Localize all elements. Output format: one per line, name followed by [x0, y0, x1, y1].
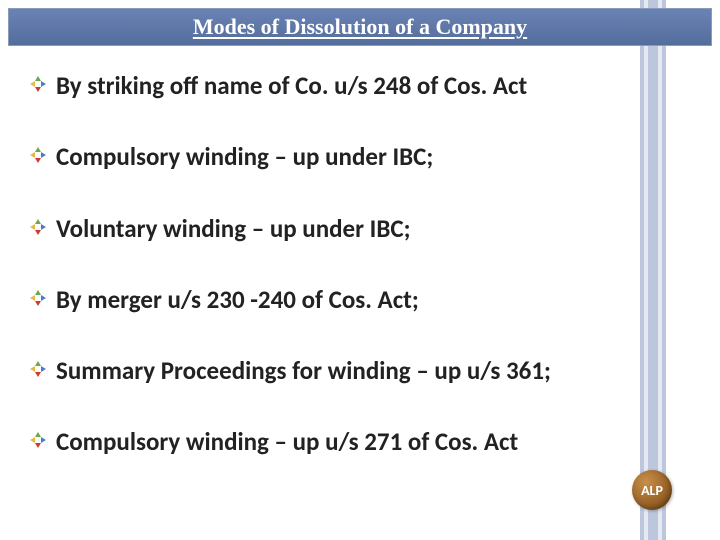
quad-arrow-icon: [30, 432, 46, 448]
quad-arrow-icon: [30, 361, 46, 377]
slide-title: Modes of Dissolution of a Company: [193, 14, 527, 40]
band-stripe: [662, 0, 666, 540]
list-item: Voluntary winding – up under IBC;: [30, 213, 660, 244]
bullet-text: By merger u/s 230 -240 of Cos. Act;: [56, 284, 419, 315]
list-item: Compulsory winding – up u/s 271 of Cos. …: [30, 426, 660, 457]
list-item: Compulsory winding – up under IBC;: [30, 141, 660, 172]
list-item: By striking off name of Co. u/s 248 of C…: [30, 70, 660, 101]
bullet-text: Summary Proceedings for winding – up u/s…: [56, 355, 551, 386]
slide: Modes of Dissolution of a Company By str…: [0, 0, 720, 540]
quad-arrow-icon: [30, 219, 46, 235]
bullet-text: Voluntary winding – up under IBC;: [56, 213, 410, 244]
quad-arrow-icon: [30, 290, 46, 306]
list-item: Summary Proceedings for winding – up u/s…: [30, 355, 660, 386]
bullet-text: Compulsory winding – up u/s 271 of Cos. …: [56, 426, 518, 457]
bullet-list: By striking off name of Co. u/s 248 of C…: [30, 70, 660, 520]
quad-arrow-icon: [30, 147, 46, 163]
badge-label: ALP: [641, 482, 663, 499]
alp-badge: ALP: [632, 470, 672, 510]
quad-arrow-icon: [30, 76, 46, 92]
list-item: By merger u/s 230 -240 of Cos. Act;: [30, 284, 660, 315]
bullet-text: Compulsory winding – up under IBC;: [56, 141, 433, 172]
title-bar: Modes of Dissolution of a Company: [8, 8, 712, 46]
bullet-text: By striking off name of Co. u/s 248 of C…: [56, 70, 527, 101]
